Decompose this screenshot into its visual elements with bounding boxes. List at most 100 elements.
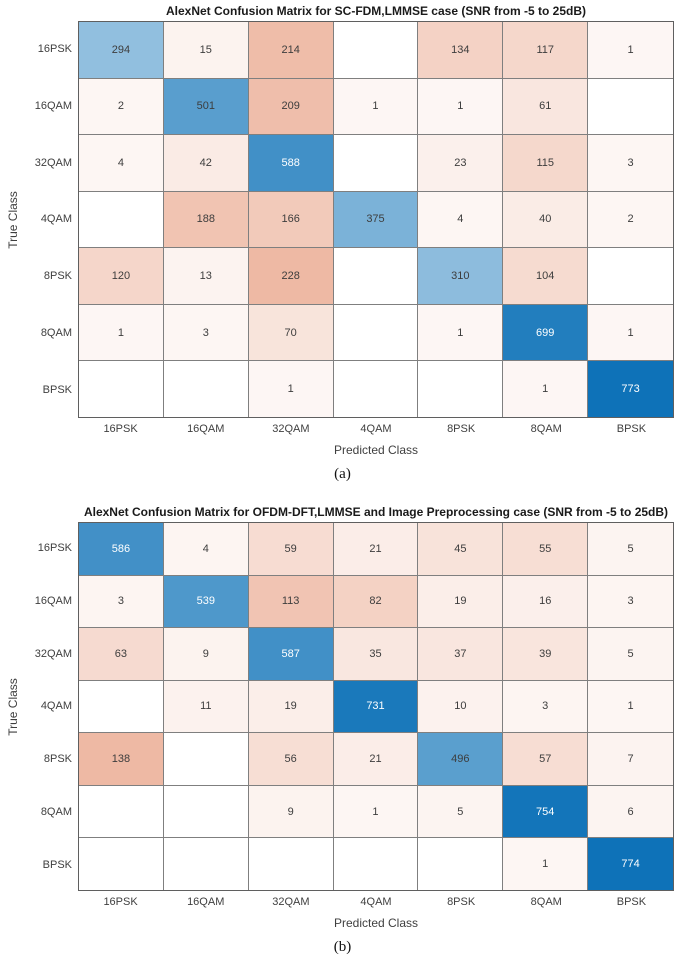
y-tick-label: 8QAM [40, 805, 72, 818]
matrix-cell: 134 [418, 22, 504, 79]
y-tick-label: 4QAM [40, 213, 72, 226]
matrix-cell: 774 [588, 838, 673, 890]
matrix-cell: 57 [503, 733, 589, 786]
matrix-cell: 55 [503, 523, 589, 576]
matrix-cell [79, 785, 164, 839]
matrix-cell: 188 [163, 191, 249, 249]
matrix-cell: 104 [503, 248, 589, 305]
matrix-cell [333, 248, 419, 305]
matrix-cell: 754 [503, 785, 589, 839]
matrix-cell [248, 838, 334, 890]
matrix-cell: 40 [503, 191, 589, 249]
matrix-cell: 4 [163, 523, 249, 576]
matrix-cell: 59 [248, 523, 334, 576]
matrix-cell: 21 [333, 523, 419, 576]
matrix-cell [163, 733, 249, 786]
matrix-cell: 1 [79, 304, 164, 362]
matrix-cell: 587 [248, 628, 334, 681]
y-tick-label: 32QAM [34, 647, 72, 660]
matrix-cell: 699 [503, 304, 589, 362]
matrix-cell: 11 [163, 680, 249, 734]
matrix-cell [333, 135, 419, 192]
chart-a-caption: (a) [334, 466, 351, 482]
chart-a-matrix-grid: 294 15 214 134 117 1 2 501 209 1 1 61 4 42 588 23 115 3 18… [78, 21, 674, 418]
y-tick-label: 16PSK [37, 43, 72, 56]
x-tick-label: 4QAM [360, 423, 392, 435]
matrix-cell: 13 [163, 248, 249, 305]
matrix-cell [418, 361, 504, 417]
matrix-cell: 61 [503, 78, 589, 136]
matrix-cell: 5 [588, 628, 673, 681]
matrix-cell: 5 [418, 785, 504, 839]
chart-a-body: True Class 16PSK 16QAM 32QAM 4QAM 8PSK 8QAM BP… [0, 21, 685, 418]
matrix-cell: 1 [588, 680, 673, 734]
matrix-cell: 501 [163, 78, 249, 136]
chart-a-x-axis-label: Predicted Class [333, 443, 419, 457]
matrix-cell: 3 [503, 680, 589, 734]
matrix-cell: 1 [503, 838, 589, 890]
matrix-cell: 214 [248, 22, 334, 79]
matrix-cell: 117 [503, 22, 589, 79]
matrix-cell: 19 [418, 575, 504, 629]
chart-a-x-tick-labels: 16PSK 16QAM 32QAM 4QAM 8PSK 8QAM BPSK [78, 418, 674, 438]
matrix-cell: 16 [503, 575, 589, 629]
matrix-cell: 588 [248, 135, 334, 192]
matrix-cell [333, 361, 419, 417]
matrix-cell: 166 [248, 191, 334, 249]
x-tick-label: 8PSK [447, 423, 476, 435]
y-tick-label: BPSK [42, 858, 72, 871]
y-tick-label: 8QAM [40, 326, 72, 339]
x-tick-label: 32QAM [272, 423, 310, 435]
matrix-cell: 1 [588, 22, 673, 79]
x-tick-label: 16PSK [103, 896, 138, 908]
matrix-cell: 294 [79, 22, 164, 79]
matrix-cell [79, 838, 164, 890]
y-tick-label: 8PSK [43, 753, 72, 766]
matrix-cell: 113 [248, 575, 334, 629]
matrix-cell: 4 [79, 135, 164, 192]
matrix-cell: 6 [588, 785, 673, 839]
x-tick-label: 8QAM [530, 423, 562, 435]
chart-b-caption: (b) [333, 939, 352, 955]
matrix-cell: 731 [333, 680, 419, 734]
x-tick-label: 4QAM [360, 896, 392, 908]
matrix-cell [333, 838, 419, 890]
matrix-cell [588, 248, 673, 305]
x-tick-label: BPSK [616, 423, 647, 435]
matrix-cell: 21 [333, 733, 419, 786]
matrix-cell: 3 [588, 575, 673, 629]
matrix-cell: 310 [418, 248, 504, 305]
y-tick-label: 16QAM [34, 100, 72, 113]
matrix-cell: 1 [418, 304, 504, 362]
matrix-cell: 2 [79, 78, 164, 136]
x-tick-label: 16QAM [187, 423, 225, 435]
matrix-cell [418, 838, 504, 890]
y-tick-label: 32QAM [34, 156, 72, 169]
matrix-cell: 3 [163, 304, 249, 362]
matrix-cell: 63 [79, 628, 164, 681]
matrix-cell: 375 [333, 191, 419, 249]
matrix-cell: 1 [588, 304, 673, 362]
matrix-cell: 39 [503, 628, 589, 681]
matrix-cell: 56 [248, 733, 334, 786]
matrix-cell: 10 [418, 680, 504, 734]
matrix-cell: 1 [333, 78, 419, 136]
matrix-cell: 70 [248, 304, 334, 362]
x-tick-label: 16PSK [103, 423, 138, 435]
x-tick-label: 32QAM [272, 896, 310, 908]
matrix-cell: 45 [418, 523, 504, 576]
x-tick-label: 8QAM [530, 896, 562, 908]
matrix-cell: 19 [248, 680, 334, 734]
matrix-cell: 1 [333, 785, 419, 839]
matrix-cell: 228 [248, 248, 334, 305]
chart-b-x-tick-labels: 16PSK 16QAM 32QAM 4QAM 8PSK 8QAM BPSK [78, 891, 674, 911]
matrix-cell: 138 [79, 733, 164, 786]
matrix-cell [588, 78, 673, 136]
matrix-cell: 120 [79, 248, 164, 305]
matrix-cell: 9 [248, 785, 334, 839]
matrix-cell: 42 [163, 135, 249, 192]
matrix-cell: 4 [418, 191, 504, 249]
y-tick-label: BPSK [42, 383, 72, 396]
matrix-cell: 115 [503, 135, 589, 192]
